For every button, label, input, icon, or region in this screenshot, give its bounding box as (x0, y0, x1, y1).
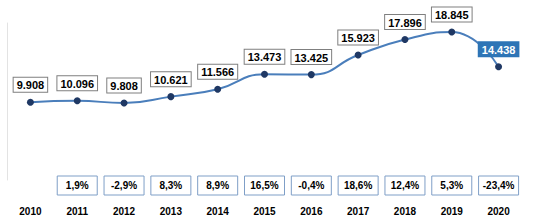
svg-text:9.908: 9.908 (17, 79, 45, 91)
svg-text:17.896: 17.896 (388, 17, 422, 29)
svg-text:2013: 2013 (160, 206, 183, 217)
svg-text:18.845: 18.845 (435, 9, 469, 21)
svg-text:12,4%: 12,4% (391, 180, 419, 191)
svg-text:8,9%: 8,9% (206, 180, 229, 191)
svg-text:2019: 2019 (441, 206, 464, 217)
svg-text:2017: 2017 (347, 206, 370, 217)
svg-text:2010: 2010 (19, 206, 42, 217)
svg-text:15.923: 15.923 (341, 32, 375, 44)
svg-text:2016: 2016 (300, 206, 323, 217)
svg-text:10.621: 10.621 (154, 74, 188, 86)
svg-text:9.808: 9.808 (110, 80, 138, 92)
svg-text:16,5%: 16,5% (250, 180, 278, 191)
svg-text:14.438: 14.438 (482, 44, 516, 56)
svg-text:13.473: 13.473 (248, 51, 282, 63)
svg-text:2018: 2018 (394, 206, 417, 217)
svg-text:2011: 2011 (66, 206, 88, 217)
svg-text:2014: 2014 (207, 206, 230, 217)
svg-text:1,9%: 1,9% (66, 180, 89, 191)
svg-text:13.425: 13.425 (294, 52, 328, 64)
svg-text:2012: 2012 (113, 206, 136, 217)
svg-text:5,3%: 5,3% (440, 180, 463, 191)
svg-text:-0,4%: -0,4% (298, 180, 324, 191)
svg-text:11.566: 11.566 (201, 66, 234, 78)
svg-text:18,6%: 18,6% (344, 180, 372, 191)
svg-text:8,3%: 8,3% (159, 180, 182, 191)
svg-text:2020: 2020 (487, 206, 510, 217)
svg-text:-23,4%: -23,4% (483, 180, 515, 191)
svg-text:-2,9%: -2,9% (111, 180, 137, 191)
svg-text:10.096: 10.096 (60, 78, 94, 90)
svg-text:2015: 2015 (253, 206, 276, 217)
